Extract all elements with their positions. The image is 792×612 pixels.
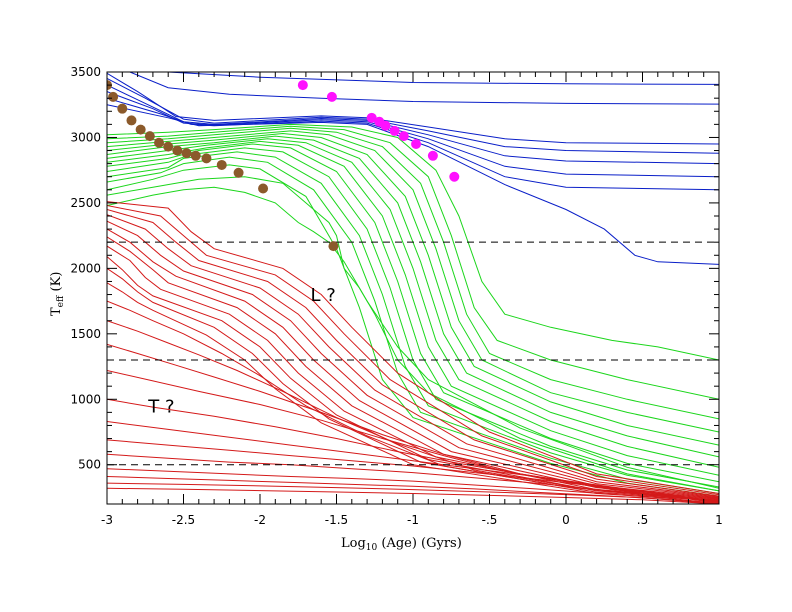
x-axis-title: Log10 (Age) (Gyrs) [341, 536, 462, 553]
y-tick-label: 2500 [70, 196, 101, 210]
curve-brown-dwarfs-11 [107, 130, 719, 433]
brown-point-4 [135, 124, 146, 135]
x-tick-label: -3 [101, 513, 113, 527]
curve-stars-6 [107, 97, 719, 191]
brown-point-13 [233, 167, 244, 178]
x-tick-label: 0 [562, 513, 570, 527]
annotation-0: L ? [310, 285, 335, 306]
curve-stars-5 [107, 91, 719, 178]
curve-planets-27 [107, 220, 719, 498]
magenta-point-0 [297, 80, 308, 91]
curve-brown-dwarfs-16 [107, 143, 719, 483]
x-tick-label: .5 [637, 513, 648, 527]
curve-brown-dwarfs-13 [107, 135, 719, 458]
brown-point-9 [181, 148, 192, 159]
curve-stars-7 [107, 104, 719, 265]
curve-planets-41 [107, 453, 719, 504]
brown-point-6 [154, 137, 165, 148]
y-tick-label: 500 [78, 458, 101, 472]
curve-planets-23 [107, 201, 719, 494]
brown-point-8 [172, 145, 183, 156]
x-tick-label: -2 [254, 513, 266, 527]
x-tick-label: -.5 [482, 513, 498, 527]
magenta-point-2 [366, 112, 377, 123]
y-axis-title: Teff (K) [49, 272, 66, 316]
curve-planets-42 [107, 468, 719, 504]
magenta-point-8 [427, 150, 438, 161]
brown-point-5 [144, 131, 155, 142]
brown-point-14 [258, 183, 269, 194]
x-tick-label: -2.5 [172, 513, 195, 527]
brown-point-11 [201, 153, 212, 164]
curve-brown-dwarfs-12 [107, 132, 719, 446]
curve-brown-dwarfs-10 [107, 127, 719, 420]
curve-brown-dwarfs-14 [107, 138, 719, 468]
curve-planets-34 [107, 300, 719, 502]
brown-point-10 [190, 150, 201, 161]
curve-stars-4 [107, 84, 719, 165]
curve-brown-dwarfs-22 [107, 186, 719, 489]
curve-planets-39 [107, 421, 719, 504]
brown-point-7 [163, 141, 174, 152]
curve-planets-40 [107, 439, 719, 504]
tick-labels: -3 -2.5 -2 -1.5 -1 -.5 0.5 15001000150020002500… [70, 65, 722, 527]
axis-ticks [106, 71, 720, 504]
brown-point-2 [117, 103, 128, 114]
curve-stars-1 [129, 72, 719, 105]
boundary-lines [107, 241, 719, 466]
data-points [107, 80, 460, 252]
brown-point-3 [126, 115, 137, 126]
evolution-curves [107, 72, 719, 504]
curve-stars-3 [107, 78, 719, 154]
curve-brown-dwarfs-15 [107, 140, 719, 476]
brown-point-12 [216, 159, 227, 170]
y-tick-label: 2000 [70, 261, 101, 275]
curve-brown-dwarfs-21 [107, 176, 719, 492]
magenta-point-4 [380, 120, 391, 131]
curve-brown-dwarfs-9 [107, 125, 719, 400]
magenta-point-7 [411, 139, 422, 149]
y-tick-label: 3000 [70, 130, 101, 144]
magenta-point-1 [326, 91, 337, 102]
y-tick-label: 1500 [70, 327, 101, 341]
y-tick-label: 1000 [70, 392, 101, 406]
curve-brown-dwarfs-8 [107, 123, 719, 361]
curve-planets-29 [107, 236, 719, 500]
brown-point-1 [108, 91, 119, 102]
annotation-1: T ? [147, 396, 174, 417]
x-tick-label: -1.5 [325, 513, 348, 527]
y-tick-label: 3500 [70, 65, 101, 79]
curve-planets-45 [107, 487, 719, 504]
curve-planets-24 [107, 205, 719, 496]
curve-planets-28 [107, 228, 719, 499]
curve-brown-dwarfs-18 [107, 151, 719, 492]
brown-point-15 [328, 241, 339, 252]
x-tick-label: -1 [407, 513, 419, 527]
annotations: L ? T ? [147, 285, 335, 417]
curve-planets-38 [107, 398, 719, 503]
curve-planets-25 [107, 209, 719, 497]
magenta-point-9 [449, 171, 460, 182]
magenta-point-5 [389, 125, 400, 136]
magenta-point-6 [398, 131, 409, 142]
curve-planets-44 [107, 482, 719, 504]
x-tick-label: 1 [715, 513, 723, 527]
